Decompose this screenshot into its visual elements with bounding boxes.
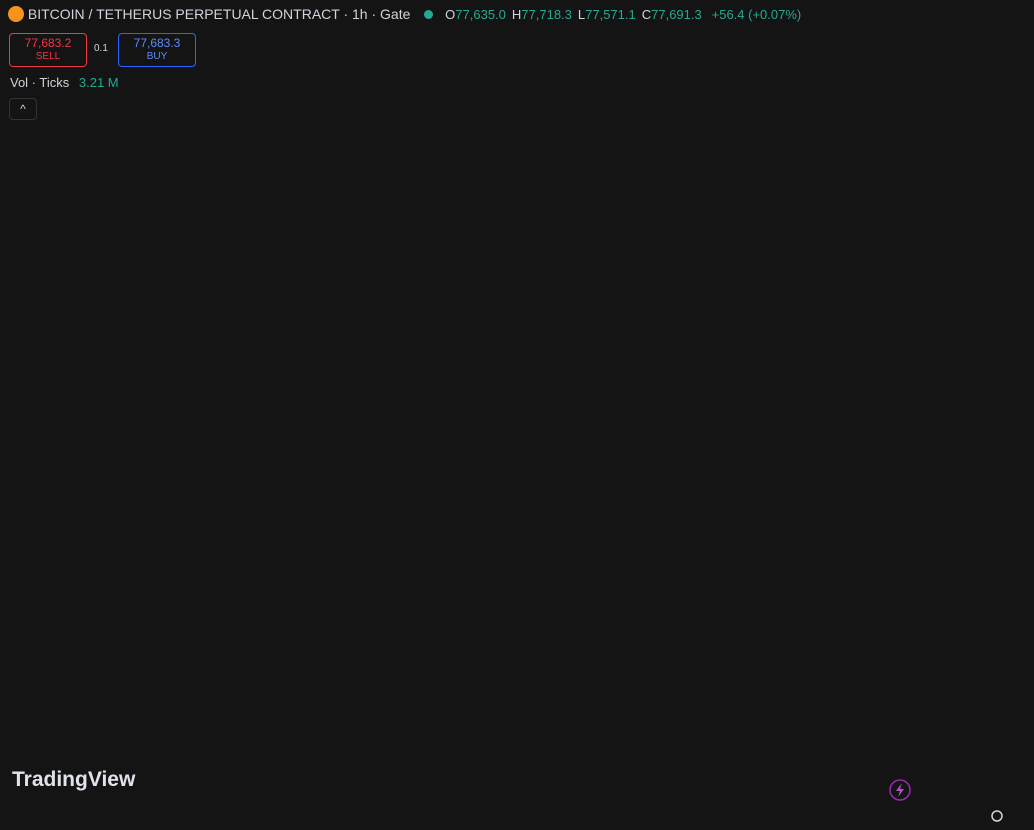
logo: TradingView xyxy=(12,768,136,791)
spread: 0.1 xyxy=(94,43,108,54)
ohlc: O77,635.0 H77,718.3 L77,571.1 C77,691.3 xyxy=(445,7,708,22)
sell-price: 77,683.2 xyxy=(24,36,72,50)
coin-icon xyxy=(8,6,24,22)
buy-button[interactable]: 77,683.3 BUY xyxy=(118,33,196,67)
symbol-title: BITCOIN / TETHERUS PERPETUAL CONTRACT · … xyxy=(27,6,411,22)
lightning-button[interactable] xyxy=(889,779,911,801)
volume-legend-label: Vol · Ticks xyxy=(10,75,70,90)
ohlc-key: L xyxy=(577,7,586,22)
lightning-icon xyxy=(896,783,904,797)
ohlc-key: O xyxy=(445,7,456,22)
ohlc-key: C xyxy=(641,7,652,22)
ohlc-value: 77,571.1 xyxy=(585,7,636,22)
header: BITCOIN / TETHERUS PERPETUAL CONTRACT · … xyxy=(8,6,801,22)
sell-label: SELL xyxy=(35,51,61,62)
collapse-button[interactable]: ^ xyxy=(9,98,37,120)
volume-legend-value: 3.21 M xyxy=(78,75,119,90)
ohlc-key: H xyxy=(511,7,522,22)
sell-button[interactable]: 77,683.2 SELL xyxy=(9,33,87,67)
ohlc-value: 77,718.3 xyxy=(521,7,572,22)
status-dot xyxy=(424,10,434,19)
buy-price: 77,683.3 xyxy=(133,36,181,50)
ohlc-value: 77,635.0 xyxy=(455,7,506,22)
change: +56.4 (+0.07%) xyxy=(711,7,802,22)
ohlc-value: 77,691.3 xyxy=(651,7,702,22)
volume-legend: Vol · Ticks 3.21 M xyxy=(10,75,119,90)
settings-button[interactable] xyxy=(991,810,1003,822)
buy-label: BUY xyxy=(146,51,168,62)
